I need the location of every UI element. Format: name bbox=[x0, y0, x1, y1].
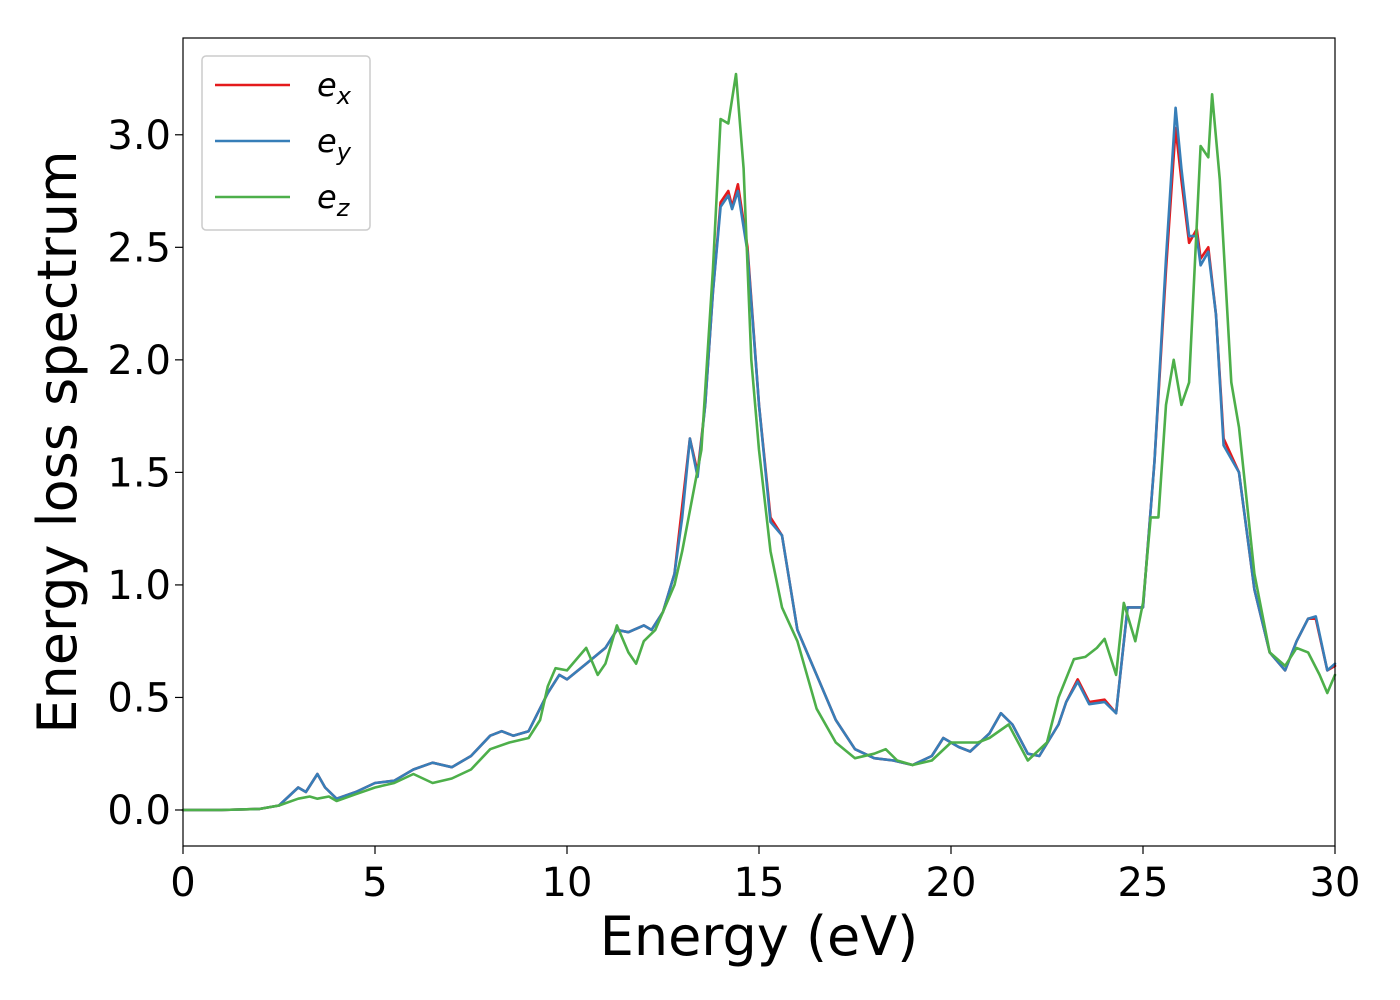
series-line-z bbox=[181, 72, 1337, 812]
y-tick-label: 2.0 bbox=[107, 338, 171, 384]
legend: ex ey ez bbox=[201, 55, 371, 231]
legend-label-x: ex bbox=[317, 66, 352, 110]
legend-label-y: ey bbox=[317, 122, 352, 166]
y-tick-label: 1.5 bbox=[107, 450, 171, 496]
x-tick-label: 20 bbox=[926, 860, 977, 906]
y-tick-label: 0.5 bbox=[107, 675, 171, 721]
x-tick-label: 25 bbox=[1118, 860, 1169, 906]
series-line-y bbox=[181, 106, 1337, 812]
x-tick-label: 5 bbox=[362, 860, 387, 906]
x-tick-label: 10 bbox=[542, 860, 593, 906]
x-axis-label: Energy (eV) bbox=[600, 905, 919, 968]
y-tick-label: 3.0 bbox=[107, 113, 171, 159]
x-tick-label: 30 bbox=[1310, 860, 1361, 906]
y-tick-label: 1.0 bbox=[107, 563, 171, 609]
legend-label-z: ez bbox=[317, 178, 351, 222]
y-tick-label: 0.0 bbox=[107, 788, 171, 834]
x-tick-label: 0 bbox=[170, 860, 195, 906]
y-tick-label: 2.5 bbox=[107, 225, 171, 271]
legend-box bbox=[201, 55, 371, 231]
y-axis-label: Energy loss spectrum bbox=[26, 150, 89, 733]
y-axis: 0.0 0.5 1.0 1.5 2.0 2.5 3.0 bbox=[107, 113, 183, 834]
x-axis: 0 5 10 15 20 25 30 bbox=[170, 846, 1360, 906]
x-tick-label: 15 bbox=[734, 860, 785, 906]
series-layer bbox=[181, 72, 1337, 812]
